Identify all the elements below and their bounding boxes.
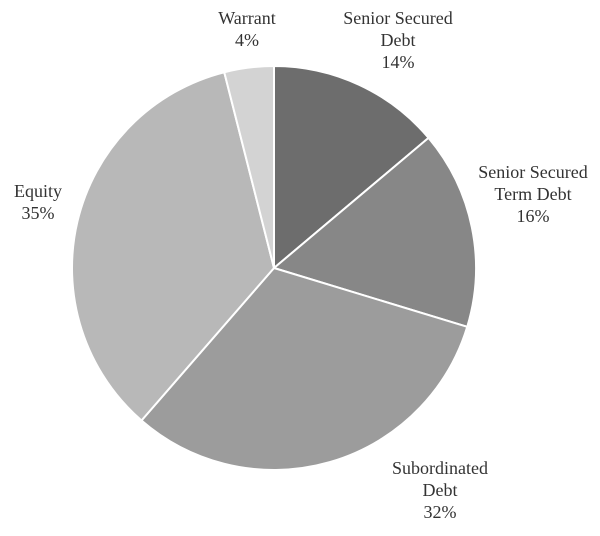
pie-label-senior-secured-debt: Senior Secured Debt 14% [343,8,452,72]
pie-label-line: Warrant [218,8,276,28]
pie-label-line: Senior Secured [478,162,587,182]
pie-label-line: 16% [517,206,550,226]
pie-slice-senior-secured-debt [273,64,430,271]
pie-label-line: Term Debt [494,184,571,204]
pie-label-line: Subordinated [392,458,488,478]
pie-label-equity: Equity 35% [14,181,62,223]
pie-label-warrant: Warrant 4% [218,8,276,50]
pie-label-subordinated-debt: Subordinated Debt 32% [392,458,488,522]
pie-label-line: Debt [423,480,458,500]
pie-slice-senior-secured-term-debt [271,136,477,329]
pie-label-line: Debt [381,30,416,50]
pie-label-line: 4% [235,30,259,50]
pie-label-line: 14% [382,52,415,72]
pie-slice-equity [71,71,276,422]
pie-slice-subordinated-debt [140,266,469,471]
pie-label-senior-secured-term-debt: Senior Secured Term Debt 16% [478,162,587,226]
pie-label-line: Equity [14,181,62,201]
pie-slice-warrant [223,64,275,269]
pie-label-line: Senior Secured [343,8,452,28]
pie-label-line: 35% [22,203,55,223]
pie-slices [71,64,477,471]
pie-labels: Senior Secured Debt 14%Senior Secured Term … [14,8,588,522]
pie-label-line: 32% [424,502,457,522]
